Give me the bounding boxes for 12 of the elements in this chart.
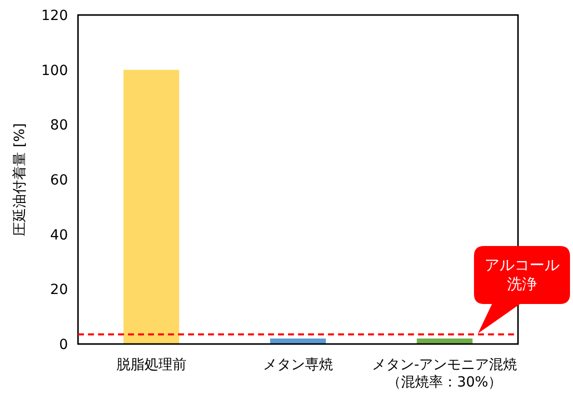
y-tick-label: 60 <box>50 172 68 188</box>
y-axis-title: 圧延油付着量 [%] <box>12 123 28 236</box>
y-tick-label: 40 <box>50 227 68 244</box>
y-tick-label: 0 <box>59 337 68 353</box>
y-tick-label: 80 <box>50 118 68 134</box>
x-tick-label: 脱脂処理前 <box>116 357 186 373</box>
ref-line-label: アルコール洗浄 <box>484 256 560 293</box>
x-tick-label: メタン-アンモニア混焼（混焼率：30%） <box>372 357 518 390</box>
y-tick-label: 20 <box>50 282 68 298</box>
x-tick-label: メタン専焼 <box>263 357 333 373</box>
y-tick-label: 120 <box>41 8 68 24</box>
y-tick-label: 100 <box>41 62 68 79</box>
